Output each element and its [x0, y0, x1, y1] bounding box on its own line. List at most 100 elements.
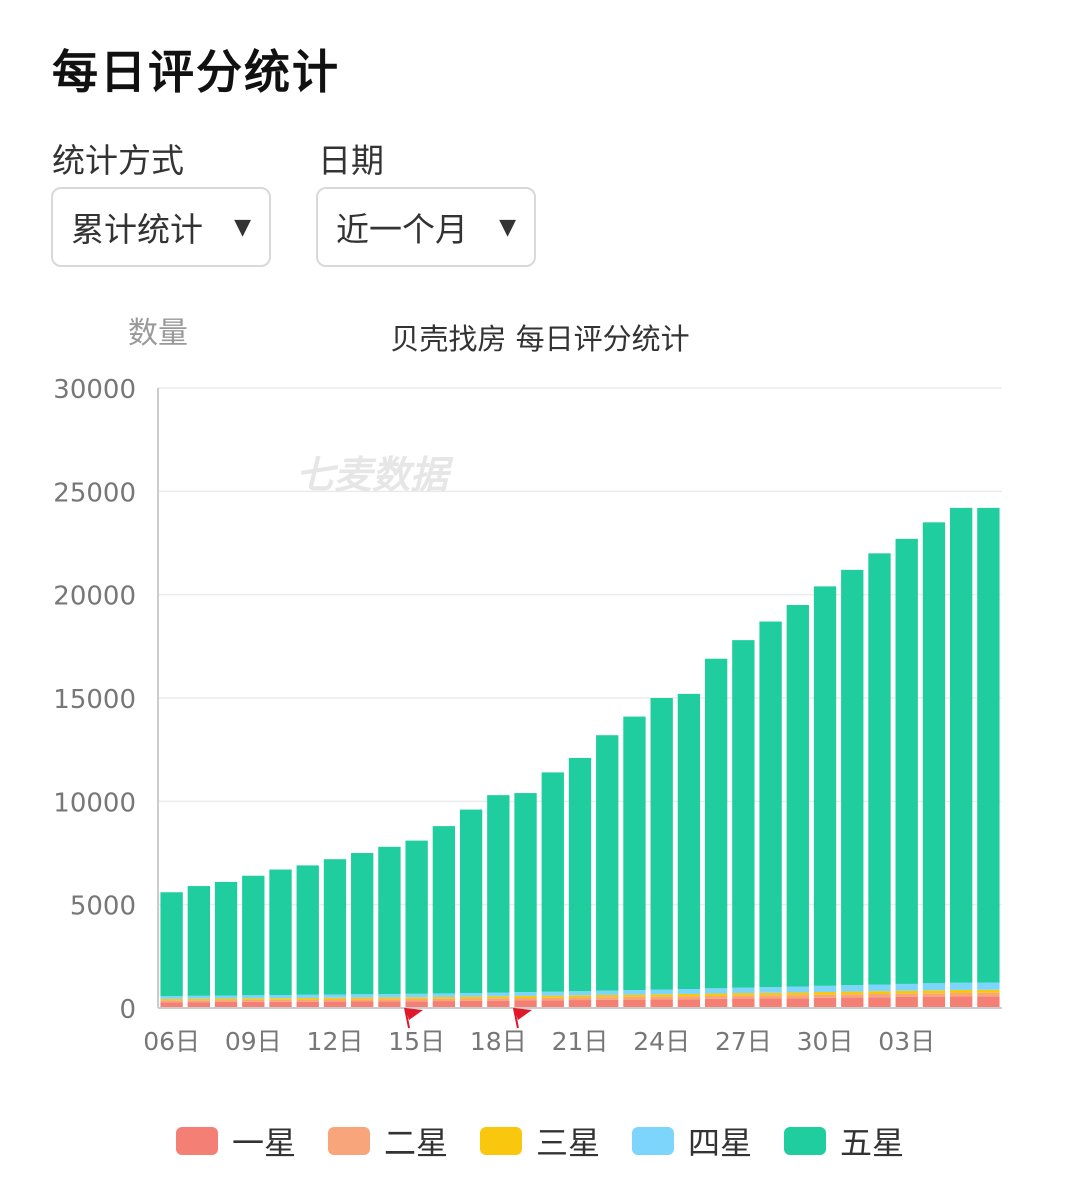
bar-segment	[650, 698, 673, 990]
bar-segment	[214, 881, 238, 996]
bar-segment	[432, 1001, 456, 1008]
bar-segment	[841, 991, 864, 995]
bar-segment	[677, 996, 701, 1000]
bar-segment	[868, 991, 891, 994]
bar-segment	[949, 992, 973, 997]
legend-label: 五星	[840, 1124, 905, 1162]
bar-segment	[623, 994, 646, 997]
bar-segment	[895, 996, 918, 1008]
bar-segment	[459, 1000, 483, 1008]
x-tick-label: 30日	[797, 1027, 854, 1056]
chevron-down-icon: ▼	[499, 214, 516, 240]
bar-segment	[541, 997, 564, 1001]
bar-segment	[378, 846, 401, 995]
bar-segment	[323, 997, 347, 1000]
bar-segment	[487, 996, 510, 999]
bar-segment	[841, 994, 864, 998]
bar-segment	[704, 996, 728, 999]
bar-segment	[432, 998, 456, 1002]
bar-segment	[323, 1001, 347, 1008]
bar-segment	[432, 996, 456, 999]
bar-segment	[541, 991, 564, 996]
y-tick-label: 15000	[53, 685, 136, 715]
flag-marker[interactable]	[404, 1007, 424, 1029]
bar-segment	[269, 995, 292, 999]
bar-segment	[568, 997, 592, 1001]
bar-segment	[841, 997, 864, 1008]
bar-segment	[868, 997, 891, 1008]
bar-segment	[568, 757, 592, 992]
legend-swatch	[784, 1127, 827, 1155]
bar-segment	[949, 989, 973, 993]
method-select[interactable]: 累计统计 ▼	[51, 187, 271, 267]
legend-item[interactable]: 一星	[175, 1118, 296, 1164]
bar-segment	[269, 869, 292, 996]
page-title: 每日评分统计	[52, 45, 340, 99]
x-tick-label: 03日	[878, 1027, 935, 1056]
y-tick-label: 20000	[53, 582, 136, 612]
bar-segment	[269, 999, 292, 1002]
bar-segment	[623, 996, 646, 1000]
legend-label: 一星	[231, 1124, 296, 1162]
bar-segment	[514, 997, 537, 1001]
bar-segment	[541, 995, 564, 998]
bar-segment	[269, 998, 292, 1000]
date-filter-label: 日期	[318, 141, 384, 180]
bar-segment	[459, 809, 483, 993]
x-tick-label: 27日	[715, 1027, 772, 1056]
bar-segment	[214, 995, 238, 999]
bar-segment	[187, 886, 211, 996]
bar-segment	[405, 840, 428, 994]
bar-segment	[949, 982, 973, 990]
bar-segment	[786, 998, 809, 1008]
bar-segment	[677, 989, 701, 994]
bar-segment	[160, 892, 183, 997]
bar-segment	[868, 984, 891, 992]
bar-segment	[895, 538, 918, 984]
bar-segment	[677, 693, 701, 990]
date-select-value: 近一个月	[336, 210, 468, 249]
bar-segment	[296, 994, 319, 998]
x-tick-label: 15日	[388, 1027, 445, 1056]
bar-segment	[378, 999, 401, 1002]
chart-title: 贝壳找房 每日评分统计	[390, 322, 689, 356]
y-tick-label: 25000	[53, 478, 136, 508]
bar-segment	[378, 1001, 401, 1008]
bar-segment	[623, 716, 646, 991]
bar-segment	[242, 1001, 265, 1008]
watermark: 七麦数据	[296, 453, 454, 497]
date-select[interactable]: 近一个月 ▼	[316, 187, 536, 267]
bar-segment	[922, 522, 946, 984]
bar-segment	[623, 990, 646, 995]
bar-segment	[378, 994, 401, 998]
bar-segment	[704, 658, 728, 989]
bar-segment	[378, 997, 401, 1000]
bar-segment	[813, 586, 837, 986]
x-tick-label: 12日	[307, 1027, 364, 1056]
bar-segment	[596, 990, 619, 995]
bar-segment	[242, 999, 265, 1002]
flag-marker[interactable]	[512, 1007, 532, 1029]
bar-segment	[759, 987, 782, 993]
bar-segment	[351, 999, 374, 1002]
bar-segment	[541, 772, 564, 992]
bar-segment	[541, 1000, 564, 1008]
bar-segment	[296, 865, 319, 995]
bar-segment	[949, 996, 973, 1008]
legend-item[interactable]: 五星	[784, 1118, 904, 1164]
bar-segment	[514, 992, 537, 996]
bar-segment	[568, 991, 592, 996]
bar-segment	[568, 1000, 592, 1008]
bar-segment	[351, 853, 374, 995]
bar-segment	[732, 987, 755, 994]
bar-segment	[514, 793, 537, 993]
bar-segment	[596, 735, 619, 991]
legend-item[interactable]: 三星	[479, 1118, 600, 1164]
method-filter-label: 统计方式	[52, 141, 184, 180]
y-tick-label: 5000	[70, 892, 136, 922]
legend-item[interactable]: 四星	[632, 1118, 752, 1164]
bar-segment	[296, 997, 319, 1000]
bar-segment	[759, 998, 782, 1008]
legend-item[interactable]: 二星	[327, 1118, 448, 1164]
bar-segment	[868, 553, 891, 985]
